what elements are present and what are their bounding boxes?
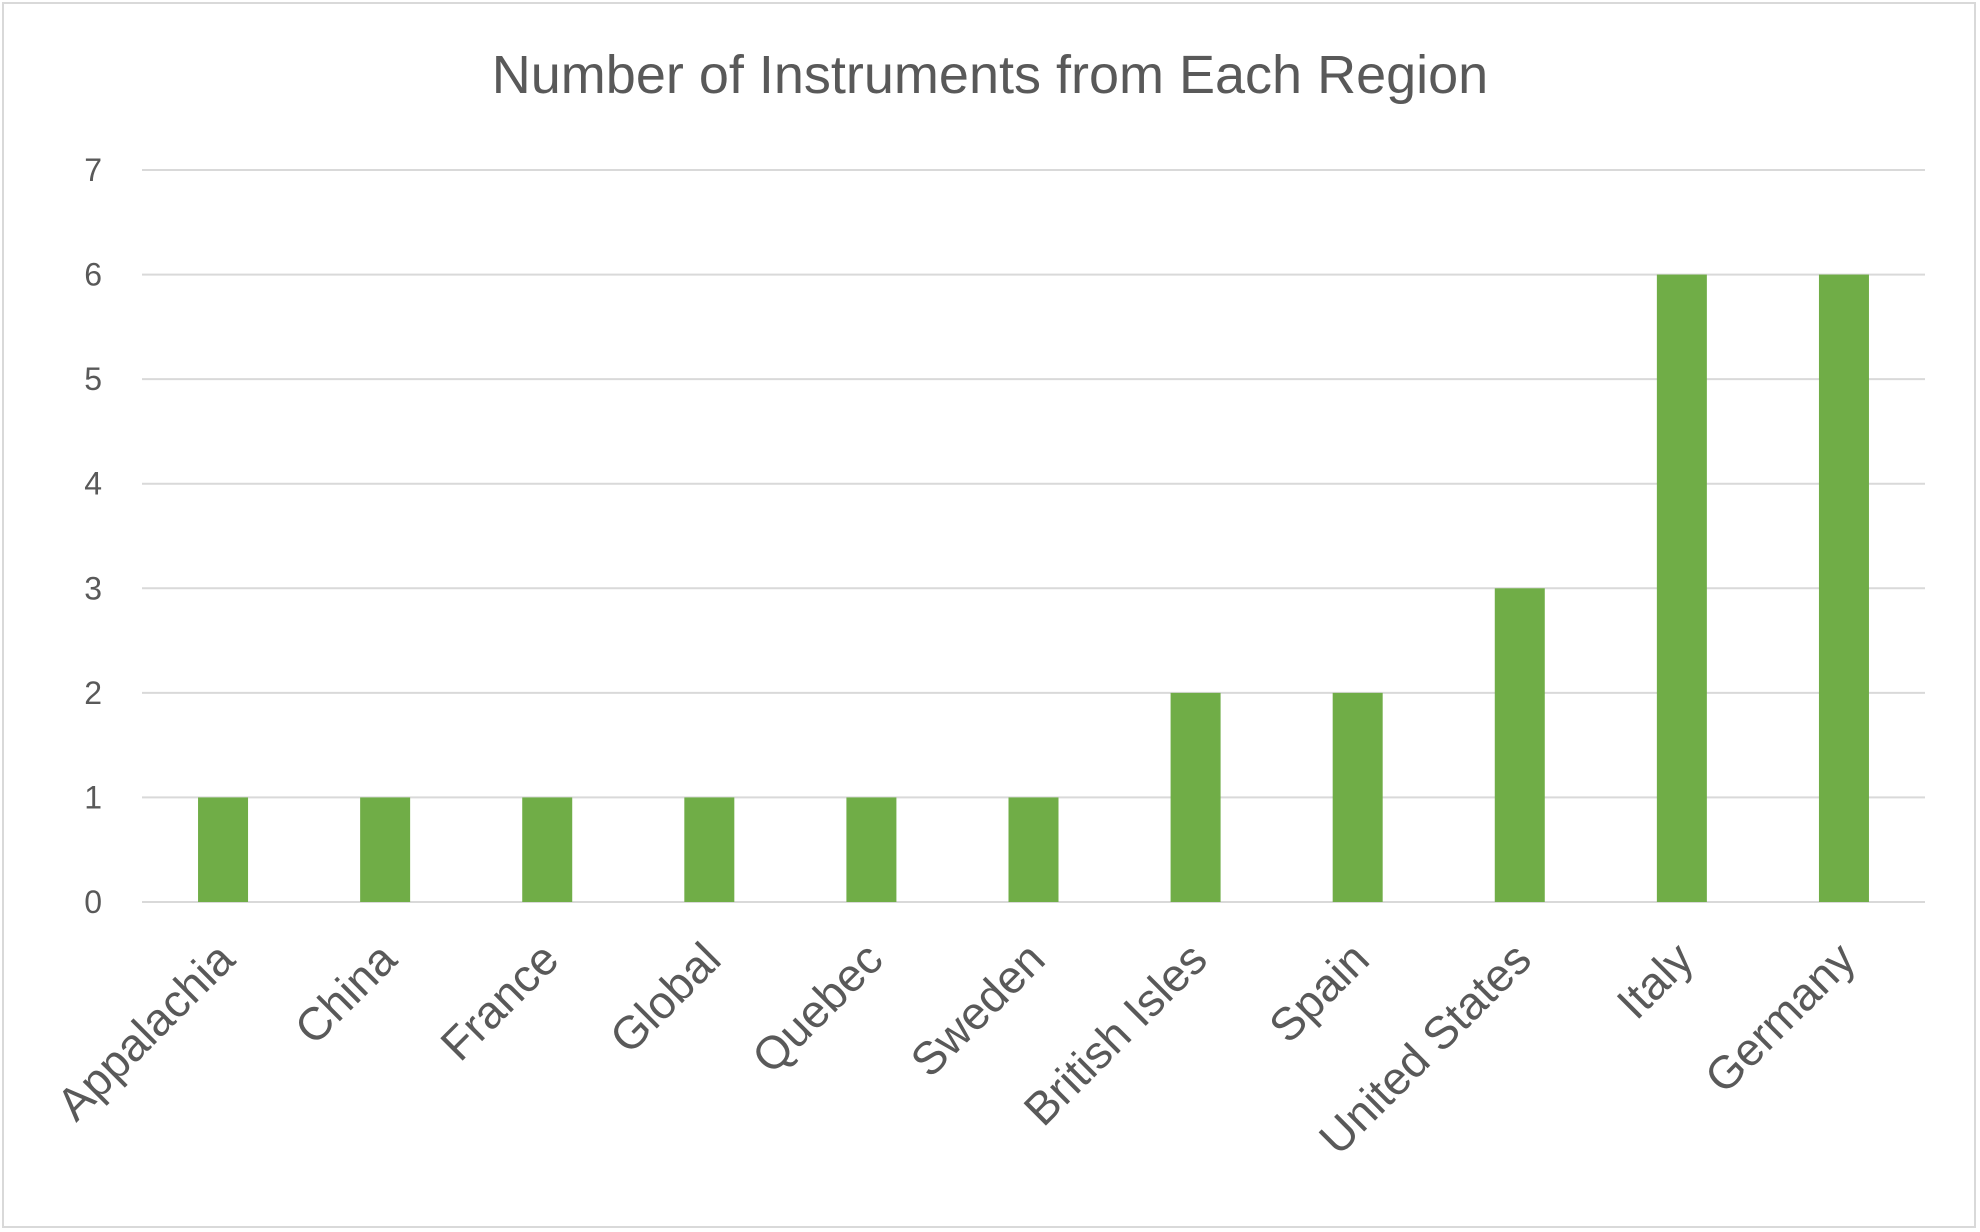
- bar: [198, 797, 249, 902]
- bar: [684, 797, 735, 902]
- bar: [846, 797, 897, 902]
- y-tick-label: 2: [84, 675, 102, 711]
- x-tick-label: Germany: [1694, 932, 1865, 1103]
- gridlines: [142, 169, 1925, 903]
- bar: [1170, 692, 1221, 902]
- x-axis-tick-labels: Appalachia China France Global Quebec SwedenB…: [46, 932, 1865, 1164]
- bar: [1818, 274, 1869, 903]
- x-tick-label: Italy: [1607, 932, 1703, 1028]
- x-tick-label: Spain: [1259, 932, 1379, 1052]
- x-tick-label: Quebec: [742, 932, 893, 1083]
- y-tick-label: 5: [84, 361, 102, 397]
- y-tick-label: 6: [84, 257, 102, 293]
- y-tick-label: 4: [84, 466, 102, 502]
- chart-title: Number of Instruments from Each Region: [492, 45, 1488, 105]
- bar: [1008, 797, 1059, 902]
- x-tick-label: Global: [600, 932, 731, 1063]
- bar: [360, 797, 411, 902]
- x-tick-label: Sweden: [900, 932, 1054, 1086]
- x-tick-label: China: [284, 932, 406, 1054]
- y-tick-label: 7: [84, 152, 102, 188]
- x-tick-label: France: [430, 932, 568, 1070]
- y-tick-label: 3: [84, 570, 102, 606]
- bar: [1494, 588, 1545, 902]
- bar: [1332, 692, 1383, 902]
- y-tick-label: 0: [84, 884, 102, 920]
- bar: [1656, 274, 1707, 903]
- y-axis-tick-labels: 0 1 2 3 4 5 6 7: [84, 152, 102, 920]
- bars: [198, 274, 1869, 903]
- x-tick-label: Appalachia: [46, 932, 244, 1130]
- bar: [522, 797, 573, 902]
- y-tick-label: 1: [84, 779, 102, 815]
